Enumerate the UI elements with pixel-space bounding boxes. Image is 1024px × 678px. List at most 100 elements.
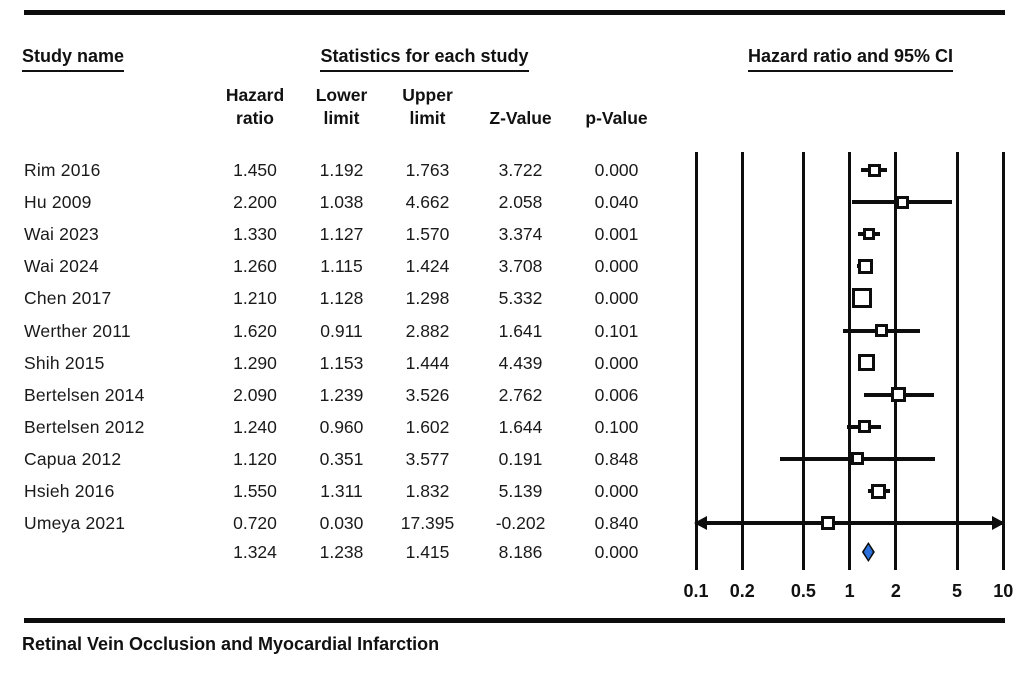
- stat-value: 2.882: [405, 320, 450, 341]
- study-marker: [867, 163, 881, 177]
- study-marker: [820, 516, 835, 531]
- study-marker: [857, 420, 871, 434]
- stat-value: 0.840: [594, 513, 639, 534]
- study-row: Wai 2023 1.330 1.127 1.570 3.374 0.001: [0, 218, 660, 250]
- stat-value: 0.006: [594, 384, 639, 405]
- study-name: Chen 2017: [24, 288, 112, 309]
- axis-gridline: [894, 152, 898, 570]
- study-name: Rim 2016: [24, 160, 101, 180]
- stat-value: 1.550: [233, 481, 277, 501]
- stat-value: 1.238: [319, 542, 364, 562]
- stat-value: 5.139: [498, 481, 543, 501]
- stat-value: 1.115: [320, 256, 363, 277]
- stat-value: 1.424: [405, 256, 450, 277]
- study-name: Umeya 2021: [24, 513, 126, 534]
- stat-value: 0.000: [594, 352, 639, 373]
- axis-tick-label: 0.1: [683, 581, 709, 601]
- ci-line: [696, 521, 1004, 526]
- axis-gridline: [1001, 152, 1005, 570]
- figure-caption: Retinal Vein Occlusion and Myocardial In…: [22, 634, 440, 654]
- stat-value: 0.351: [319, 448, 364, 469]
- stat-value: 0.101: [594, 320, 639, 341]
- stat-value: 0.000: [594, 481, 639, 501]
- stat-value: 3.708: [498, 256, 543, 277]
- stat-value: 1.570: [405, 224, 450, 245]
- stat-value: 0.000: [594, 542, 639, 562]
- hazard-ratio-plot: 0.1 0.2 0.5 1 2 5 10: [660, 140, 1024, 610]
- study-marker: [871, 483, 887, 499]
- axis-tick-label: 10: [993, 581, 1014, 601]
- stat-value: 1.832: [405, 481, 450, 501]
- stat-value: 1.298: [405, 288, 450, 309]
- stat-value: 2.200: [233, 192, 277, 213]
- study-name: Wai 2023: [24, 224, 99, 245]
- stat-value: 1.038: [319, 192, 364, 213]
- stat-value: 3.577: [405, 448, 450, 469]
- stat-value: 3.526: [405, 384, 450, 405]
- stat-value: 1.415: [405, 542, 450, 562]
- axis-gridline: [694, 152, 698, 570]
- stat-value: 1.620: [233, 320, 277, 341]
- stat-value: 0.030: [319, 513, 364, 534]
- study-row: Hsieh 2016 1.550 1.311 1.832 5.139 0.000: [0, 475, 660, 507]
- study-row: Wai 2024 1.260 1.115 1.424 3.708 0.000: [0, 250, 660, 282]
- study-name: Hu 2009: [24, 192, 92, 213]
- stat-value: 0.000: [594, 160, 639, 180]
- stat-value: 1.644: [498, 416, 543, 437]
- stat-value: 0.001: [594, 224, 639, 245]
- study-name-header-label: Study name: [22, 46, 125, 72]
- stat-value: 1.290: [233, 352, 277, 373]
- stat-value: 1.240: [233, 416, 277, 437]
- study-name-header: Study name: [22, 46, 125, 72]
- col-header-lower-limit: Lower limit: [315, 85, 368, 128]
- ci-arrow-left-icon: [694, 516, 707, 531]
- study-row: Bertelsen 2014 2.090 1.239 3.526 2.762 0.006: [0, 379, 660, 411]
- study-marker: [862, 228, 875, 241]
- study-row: Umeya 2021 0.720 0.030 17.395 -0.202 0.840: [0, 507, 660, 539]
- study-row: Capua 2012 1.120 0.351 3.577 0.191 0.848: [0, 443, 660, 475]
- stat-value: 2.762: [498, 384, 543, 405]
- stat-value: 0.720: [233, 513, 277, 534]
- study-name: Shih 2015: [24, 352, 105, 373]
- stat-value: 1.120: [233, 448, 277, 469]
- ci-arrow-right-icon: [992, 516, 1006, 531]
- study-name: Werther 2011: [24, 320, 131, 341]
- stat-value: 1.641: [498, 320, 543, 341]
- study-marker: [850, 452, 864, 466]
- stat-value: 1.260: [233, 256, 277, 277]
- study-name: Capua 2012: [24, 448, 122, 469]
- stat-value: 5.332: [498, 288, 543, 309]
- stat-value: 4.439: [498, 352, 543, 373]
- stat-value: 1.763: [405, 160, 450, 180]
- top-rule: [24, 10, 1005, 15]
- col-header-hazard-ratio: Hazard ratio: [225, 85, 285, 128]
- stat-value: 2.058: [498, 192, 543, 213]
- study-row: Rim 2016 1.450 1.192 1.763 3.722 0.000: [0, 154, 660, 186]
- stats-header: Statistics for each study: [292, 46, 557, 72]
- bottom-rule: [24, 618, 1005, 623]
- plot-header: Hazard ratio and 95% CI: [722, 46, 979, 72]
- axis-tick-label: 1: [844, 581, 855, 601]
- study-marker: [891, 387, 907, 403]
- axis-gridline: [801, 152, 805, 570]
- axis-tick-label: 5: [952, 581, 963, 601]
- study-marker: [858, 354, 876, 372]
- study-marker: [875, 324, 889, 337]
- stat-value: 0.960: [319, 416, 364, 437]
- stat-value: 1.311: [320, 481, 363, 501]
- axis-gridline: [955, 152, 959, 570]
- study-row: Werther 2011 1.620 0.911 2.882 1.641 0.101: [0, 315, 660, 347]
- stat-value: 1.330: [233, 224, 277, 245]
- stat-value: 8.186: [498, 542, 543, 562]
- study-name: Bertelsen 2012: [24, 416, 145, 437]
- study-name: Wai 2024: [24, 256, 99, 277]
- summary-row: 1.324 1.238 1.415 8.186 0.000: [0, 536, 660, 568]
- stats-header-label: Statistics for each study: [320, 46, 529, 72]
- col-header-z-value: Z-Value: [489, 108, 552, 128]
- stat-value: 2.090: [233, 384, 277, 405]
- study-name: Hsieh 2016: [24, 481, 115, 501]
- stat-value: 17.395: [400, 513, 455, 534]
- study-row: Chen 2017 1.210 1.128 1.298 5.332 0.000: [0, 282, 660, 314]
- stat-value: 0.100: [594, 416, 639, 437]
